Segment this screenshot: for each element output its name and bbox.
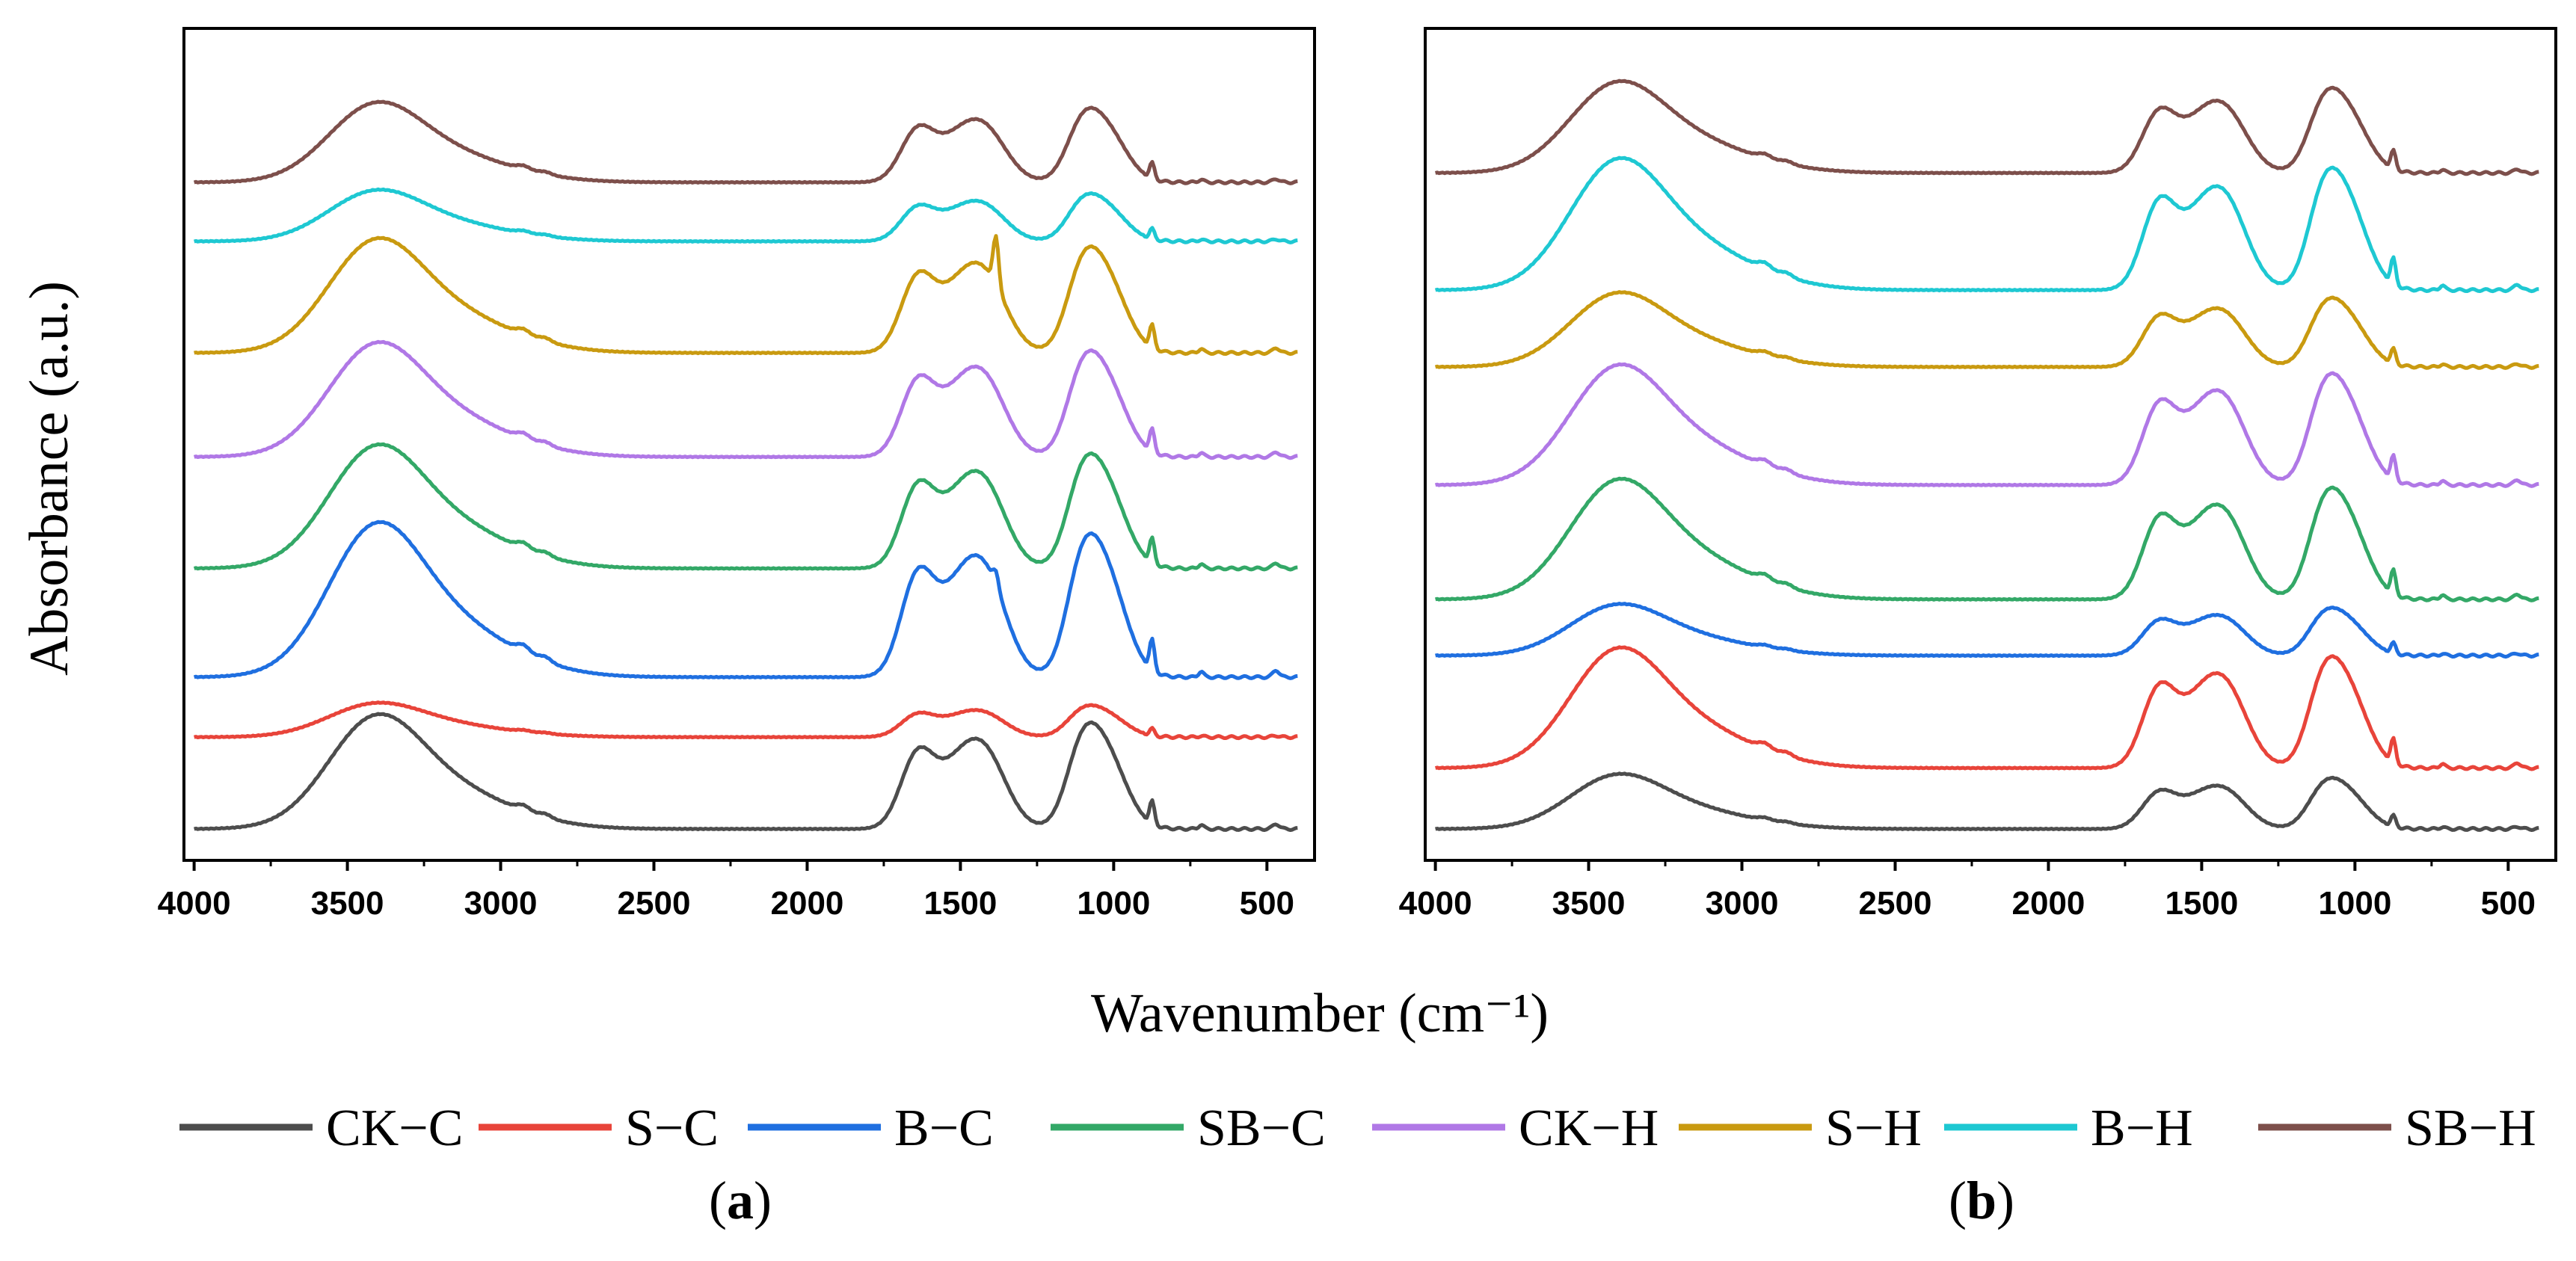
paren-open: ( xyxy=(709,1171,727,1230)
series-line xyxy=(1434,362,2539,488)
panel-b-series xyxy=(1434,78,2539,832)
x-tick-label: 2000 xyxy=(2012,885,2085,922)
series-line xyxy=(194,234,1298,357)
paren-close: ) xyxy=(1996,1171,2014,1230)
legend-label: S−C xyxy=(625,1100,719,1157)
legend-label: SB−C xyxy=(1197,1100,1326,1157)
legend-label: S−H xyxy=(1825,1100,1922,1157)
x-tick-label: 1500 xyxy=(923,885,997,922)
x-tick-label: 2000 xyxy=(771,885,844,922)
panel-a-label: a xyxy=(727,1171,754,1230)
x-tick-label: 3500 xyxy=(1552,885,1626,922)
panel-a-frame xyxy=(182,27,1316,862)
y-axis-label: Absorbance (a.u.) xyxy=(19,281,80,676)
series-line xyxy=(1435,476,2539,602)
x-tick-label: 500 xyxy=(1240,885,1294,922)
series-line xyxy=(193,519,1298,680)
series-line xyxy=(193,442,1298,572)
legend-label: CK−C xyxy=(326,1100,463,1157)
series-line xyxy=(194,700,1298,741)
panel-b: 4000 3500 3000 2500 2000 1500 1000 500 xyxy=(1399,27,2557,922)
x-tick-label: 1000 xyxy=(1077,885,1150,922)
series-line xyxy=(1435,645,2539,771)
panel-a-caption: (a) xyxy=(709,1171,772,1230)
svg-text:(a): (a) xyxy=(709,1171,772,1230)
panel-b-caption: (b) xyxy=(1949,1171,2014,1230)
series-line xyxy=(193,99,1298,185)
series-line xyxy=(194,187,1298,244)
x-tick-label: 3000 xyxy=(1706,885,1779,922)
legend-label: B−H xyxy=(2091,1100,2193,1157)
panel-b-x-ticks: 4000 3500 3000 2500 2000 1500 1000 500 xyxy=(1399,860,2536,922)
panel-b-label: b xyxy=(1967,1171,1996,1230)
x-tick-label: 500 xyxy=(2481,885,2536,922)
legend-label: B−C xyxy=(894,1100,994,1157)
x-tick-label: 4000 xyxy=(158,885,231,922)
legend-label: SB−H xyxy=(2405,1100,2536,1157)
x-tick-label: 4000 xyxy=(1399,885,1472,922)
series-line xyxy=(1434,155,2539,294)
panel-a-series xyxy=(193,99,1298,832)
panel-b-frame xyxy=(1424,27,2557,862)
x-tick-label: 2500 xyxy=(618,885,691,922)
panel-a: 4000 3500 3000 2500 2000 1500 1000 500 xyxy=(158,27,1316,922)
x-tick-label: 3500 xyxy=(311,885,384,922)
x-tick-label: 2500 xyxy=(1859,885,1932,922)
series-line xyxy=(1434,290,2539,370)
series-line xyxy=(194,712,1298,832)
x-axis-label: Wavenumber (cm⁻¹) xyxy=(1091,983,1549,1044)
x-tick-label: 1500 xyxy=(2165,885,2238,922)
x-tick-label: 3000 xyxy=(464,885,538,922)
legend-label: CK−H xyxy=(1519,1100,1659,1157)
paren-open: ( xyxy=(1949,1171,1967,1230)
paren-close: ) xyxy=(754,1171,772,1230)
legend: CK−C S−C B−C SB−C CK−H S−H B−H SB−H xyxy=(179,1100,2536,1157)
series-line xyxy=(193,339,1298,460)
series-line xyxy=(1435,602,2539,659)
svg-text:(b): (b) xyxy=(1949,1171,2014,1230)
panel-a-x-ticks: 4000 3500 3000 2500 2000 1500 1000 500 xyxy=(158,860,1294,922)
series-line xyxy=(1435,78,2539,176)
series-line xyxy=(1435,771,2539,832)
x-tick-label: 1000 xyxy=(2318,885,2391,922)
